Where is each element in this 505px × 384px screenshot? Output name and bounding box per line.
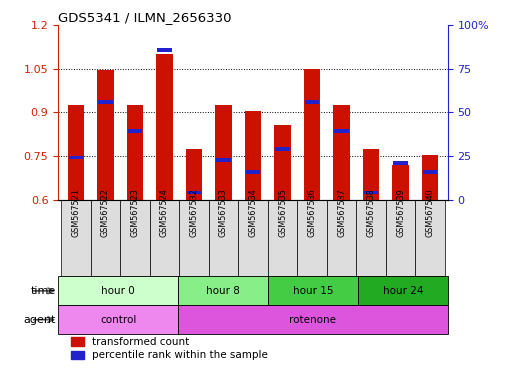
Text: GSM567523: GSM567523 [130,188,139,237]
Legend: transformed count, percentile rank within the sample: transformed count, percentile rank withi… [71,337,267,361]
Bar [90,200,120,276]
Text: GSM567522: GSM567522 [100,188,110,237]
Bar [58,276,178,305]
Text: GSM567539: GSM567539 [395,188,405,237]
Text: GSM567521: GSM567521 [71,188,80,237]
Bar [245,170,260,174]
Bar [68,105,84,200]
Bar [422,170,436,174]
Bar [274,126,290,200]
Text: GSM567540: GSM567540 [425,188,434,237]
Bar [127,129,142,133]
Text: time: time [30,286,56,296]
Bar [304,100,319,104]
Bar [238,200,267,276]
Bar [268,276,357,305]
Text: control: control [100,314,136,325]
Bar [275,147,289,151]
Bar [363,190,378,194]
Bar [97,70,113,200]
Bar [392,165,408,200]
Bar [178,276,268,305]
Bar [69,156,83,159]
Text: GSM567532: GSM567532 [189,188,198,237]
Text: GSM567538: GSM567538 [366,188,375,237]
Bar [334,129,348,133]
Bar [156,54,172,200]
Text: GSM567536: GSM567536 [307,188,316,237]
Bar [186,190,201,194]
Text: rotenone: rotenone [289,314,336,325]
Bar [356,200,385,276]
Text: GSM567534: GSM567534 [248,188,257,237]
Text: hour 24: hour 24 [382,286,422,296]
Bar [149,200,179,276]
Bar [185,149,201,200]
Bar [392,161,407,165]
Bar [326,200,356,276]
Bar [415,200,444,276]
Bar [333,105,349,200]
Bar [362,149,378,200]
Text: GSM567535: GSM567535 [277,188,286,237]
Bar [304,69,320,200]
Bar [127,105,143,200]
Text: hour 0: hour 0 [101,286,135,296]
Text: hour 15: hour 15 [292,286,332,296]
Bar [178,305,447,334]
Bar [357,276,447,305]
Text: agent: agent [23,314,56,325]
Bar [179,200,208,276]
Bar [98,100,113,104]
Bar [61,200,90,276]
Text: hour 8: hour 8 [206,286,239,296]
Bar [267,200,296,276]
Text: GDS5341 / ILMN_2656330: GDS5341 / ILMN_2656330 [58,11,231,24]
Text: GSM567533: GSM567533 [219,188,228,237]
Bar [385,200,415,276]
Bar [421,154,437,200]
Bar [215,105,231,200]
Bar [244,111,261,200]
Bar [58,305,178,334]
Bar [120,200,149,276]
Text: GSM567524: GSM567524 [160,188,169,237]
Text: GSM567537: GSM567537 [336,188,345,237]
Bar [157,48,171,51]
Bar [216,159,230,162]
Bar [208,200,238,276]
Bar [297,200,326,276]
